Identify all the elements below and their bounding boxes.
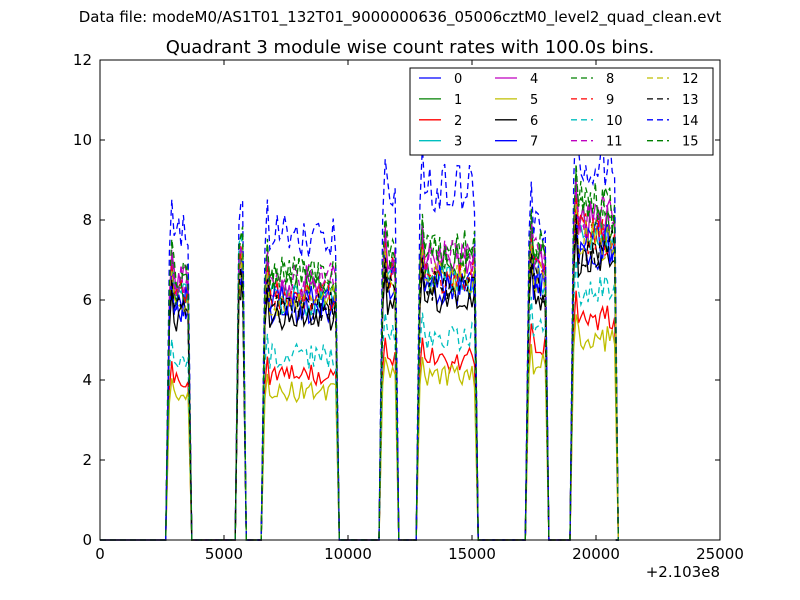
series-line-7 xyxy=(100,207,619,541)
legend-entry-label: 15 xyxy=(682,135,699,150)
x-tick-label: 5000 xyxy=(205,545,243,563)
legend-entry-label: 7 xyxy=(530,135,538,150)
legend-entry-label: 13 xyxy=(682,93,699,108)
series-line-1 xyxy=(100,187,619,541)
x-tick-label: 10000 xyxy=(324,545,372,563)
x-tick-label: 20000 xyxy=(572,545,620,563)
y-tick-label: 10 xyxy=(73,131,92,149)
series-line-5 xyxy=(100,273,619,541)
legend-entry-label: 0 xyxy=(454,72,462,87)
legend-entry-label: 14 xyxy=(682,114,699,129)
series-line-15 xyxy=(100,163,619,541)
legend-entry-label: 9 xyxy=(606,93,614,108)
chart-title: Quadrant 3 module wise count rates with … xyxy=(165,37,655,58)
y-tick-label: 8 xyxy=(82,211,92,229)
y-tick-label: 12 xyxy=(73,51,92,69)
series-line-11 xyxy=(100,177,619,541)
legend-entry-label: 11 xyxy=(606,135,623,150)
legend-entry-label: 1 xyxy=(454,93,462,108)
x-tick-label: 15000 xyxy=(448,545,496,563)
x-tick-label: 0 xyxy=(95,545,105,563)
legend-entry-label: 6 xyxy=(530,114,538,129)
legend-entry-label: 12 xyxy=(682,72,699,87)
legend-entry-label: 8 xyxy=(606,72,614,87)
legend-entry-label: 5 xyxy=(530,93,538,108)
legend-entry-label: 2 xyxy=(454,114,462,129)
x-offset-label: +2.103e8 xyxy=(646,563,720,581)
y-tick-label: 2 xyxy=(82,451,92,469)
series-layer xyxy=(100,114,619,541)
series-line-14 xyxy=(100,114,619,541)
x-tick-label: 25000 xyxy=(696,545,744,563)
y-tick-label: 0 xyxy=(82,531,92,549)
legend-entry-label: 10 xyxy=(606,114,623,129)
legend-entry-label: 3 xyxy=(454,135,462,150)
y-tick-label: 6 xyxy=(82,291,92,309)
figure-suptitle: Data file: modeM0/AS1T01_132T01_90000006… xyxy=(78,8,722,26)
y-tick-label: 4 xyxy=(82,371,92,389)
legend-entry-label: 4 xyxy=(530,72,538,87)
